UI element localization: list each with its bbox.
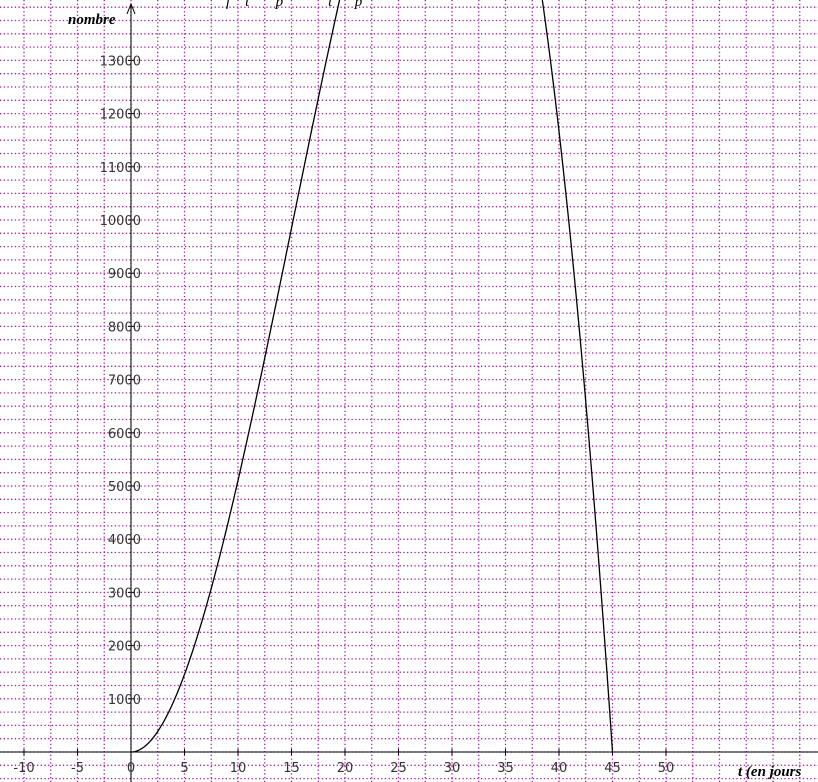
x-tick-label: 20 xyxy=(337,761,354,776)
x-tick-label: -5 xyxy=(71,761,84,776)
x-tick-label: 0 xyxy=(127,761,135,776)
x-tick-label: 35 xyxy=(497,761,514,776)
x-tick-label: -10 xyxy=(13,761,34,776)
x-tick-label: 15 xyxy=(283,761,300,776)
y-tick-label: 1000 xyxy=(108,693,141,708)
x-axis-title: t (en jours xyxy=(738,764,802,780)
x-tick-label: 40 xyxy=(551,761,568,776)
y-tick-label: 2000 xyxy=(108,640,141,655)
y-tick-label: 8000 xyxy=(108,320,141,335)
y-tick-label: 12000 xyxy=(100,108,141,123)
y-tick-labels: 1000 2000 3000 4000 5000 6000 7000 8000 9000 1000… xyxy=(100,54,141,707)
y-axis-title: nombre xyxy=(68,12,116,28)
y-tick-label: 6000 xyxy=(108,427,141,442)
x-tick-label: 50 xyxy=(658,761,675,776)
x-tick-label: 25 xyxy=(390,761,407,776)
x-tick-labels: -10 -5 0 5 10 15 20 25 30 35 40 45 50 xyxy=(13,761,674,776)
x-tick-label: 10 xyxy=(230,761,247,776)
y-tick-label: 9000 xyxy=(108,267,141,282)
y-axis-arrow xyxy=(126,2,136,15)
y-tick-label: 3000 xyxy=(108,586,141,601)
x-tick-label: 45 xyxy=(604,761,621,776)
y-tick-label: 4000 xyxy=(108,533,141,548)
y-tick-label: 11000 xyxy=(100,161,141,176)
y-tick-label: 5000 xyxy=(108,480,141,495)
y-tick-label: 7000 xyxy=(108,374,141,389)
x-tick-label: 5 xyxy=(180,761,188,776)
y-tick-label: 10000 xyxy=(100,214,141,229)
data-curve xyxy=(130,0,614,753)
header-fragment: f t p t p xyxy=(226,0,363,10)
y-tick-label: 13000 xyxy=(100,54,141,69)
x-tick-label: 30 xyxy=(444,761,461,776)
